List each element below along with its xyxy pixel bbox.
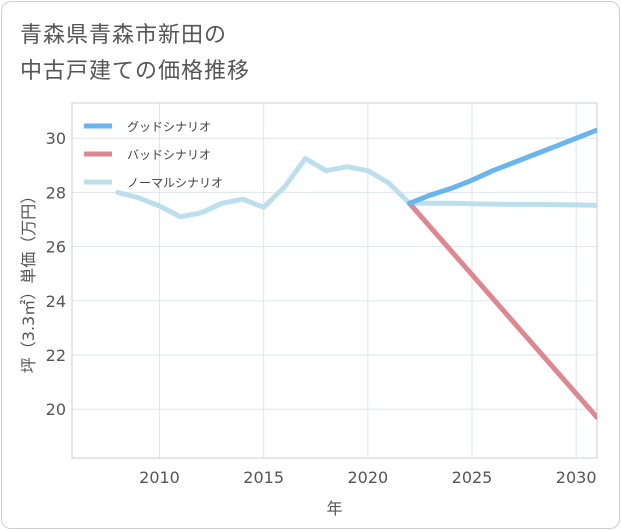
y-tick-label: 28 bbox=[46, 183, 66, 202]
x-tick-label: 2015 bbox=[243, 468, 284, 487]
x-tick-label: 2030 bbox=[556, 468, 597, 487]
x-tick-label: 2025 bbox=[452, 468, 493, 487]
y-axis-ticks: 20 22 24 26 28 30 bbox=[46, 129, 66, 419]
x-tick-label: 2020 bbox=[347, 468, 388, 487]
x-axis-ticks: 2010 2015 2020 2025 2030 bbox=[139, 468, 596, 487]
series-lines bbox=[115, 127, 597, 420]
legend-bad-label: バッドシナリオ bbox=[127, 148, 211, 162]
y-tick-label: 30 bbox=[46, 129, 66, 148]
y-axis-label: 坪（3.3㎡）単価（万円） bbox=[19, 188, 38, 373]
x-tick-label: 2010 bbox=[139, 468, 180, 487]
y-tick-label: 24 bbox=[46, 292, 66, 311]
plot-area bbox=[71, 102, 598, 459]
y-tick-label: 22 bbox=[46, 346, 66, 365]
title-line-1: 青森県青森市新田の bbox=[20, 23, 228, 48]
legend-normal-label: ノーマルシナリオ bbox=[127, 176, 223, 190]
grid bbox=[72, 103, 597, 458]
legend-good-label: グッドシナリオ bbox=[127, 120, 211, 134]
x-axis-label: 年 bbox=[326, 499, 342, 518]
chart-title: 青森県青森市新田の 中古戸建ての価格推移 bbox=[20, 18, 250, 90]
y-tick-label: 26 bbox=[46, 238, 66, 257]
title-line-2: 中古戸建ての価格推移 bbox=[20, 59, 251, 84]
y-tick-label: 20 bbox=[46, 400, 66, 419]
series-line-normal bbox=[115, 156, 597, 220]
series-line-bad bbox=[407, 200, 597, 420]
series-line-good bbox=[407, 127, 597, 206]
